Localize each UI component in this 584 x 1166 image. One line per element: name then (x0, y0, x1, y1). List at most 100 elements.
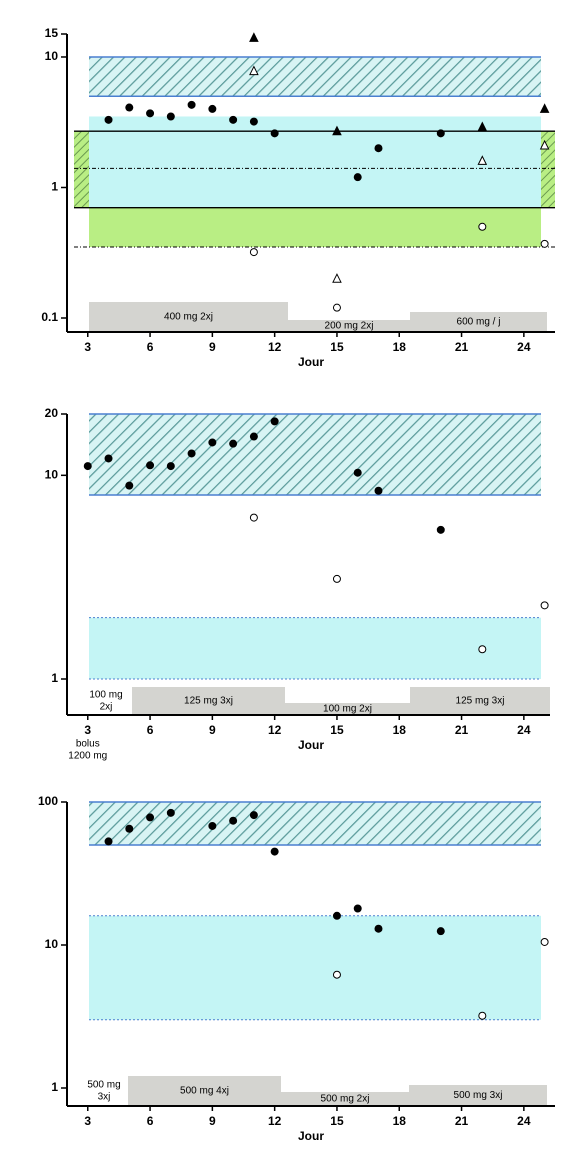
circle-marker (146, 813, 155, 822)
circle-marker (187, 100, 196, 109)
dose-label: 3xj (98, 1092, 111, 1103)
x-tick-label: 24 (517, 723, 531, 737)
band (89, 915, 541, 1020)
x-tick-label: 18 (393, 723, 407, 737)
x-tick-label: 24 (517, 1114, 531, 1128)
dose-bar (409, 1085, 547, 1106)
circle-marker (249, 513, 258, 522)
x-tick-label: 9 (209, 340, 216, 354)
x-tick-label: 24 (517, 340, 531, 354)
y-tick-label: 10 (45, 937, 59, 951)
circle-marker (208, 438, 217, 447)
y-tick-label: 100 (38, 794, 58, 808)
circle-marker (374, 144, 383, 153)
circle-marker (125, 103, 134, 112)
circle-marker (436, 129, 445, 138)
dose-bar (80, 687, 132, 715)
x-tick-label: 6 (147, 723, 154, 737)
x-tick-label: 21 (455, 723, 469, 737)
circle-marker (270, 847, 279, 856)
dose-label: 500 mg 2xj (321, 1094, 370, 1105)
circle-marker (104, 837, 113, 846)
circle-marker (249, 248, 258, 257)
annotation: bolus (76, 739, 100, 750)
circle-marker (353, 904, 362, 913)
dose-label: 600 mg / j (457, 317, 501, 328)
x-tick-label: 18 (393, 340, 407, 354)
circle-marker (229, 816, 238, 825)
y-tick-label: 15 (45, 26, 59, 40)
hatched-band-edge (541, 131, 555, 208)
triangle-marker (539, 139, 550, 150)
hatched-band (89, 802, 541, 846)
circle-marker (540, 239, 549, 248)
dose-bar (288, 320, 410, 332)
circle-marker (540, 937, 549, 946)
circle-marker (249, 432, 258, 441)
triangle-marker (332, 273, 342, 283)
x-tick-label: 18 (393, 1114, 407, 1128)
dose-bar (285, 703, 410, 715)
hatched-band-edge (74, 131, 89, 208)
triangle-marker (249, 32, 259, 42)
circle-marker (332, 303, 341, 312)
dose-label: 500 mg 4xj (180, 1086, 229, 1097)
circle-marker (208, 821, 217, 830)
circle-marker (353, 173, 362, 182)
circle-marker (166, 808, 175, 817)
x-tick-label: 15 (330, 723, 344, 737)
dose-bar (132, 687, 285, 715)
circle-marker (332, 574, 341, 583)
circle-marker (270, 417, 279, 426)
circle-marker (270, 129, 279, 138)
dose-label: 125 mg 3xj (456, 696, 505, 707)
hatched-band (89, 414, 541, 496)
dose-bar (410, 312, 547, 332)
circle-marker (208, 104, 217, 113)
circle-marker (187, 449, 196, 458)
circle-marker (104, 115, 113, 124)
circle-marker (249, 117, 258, 126)
x-tick-label: 21 (455, 1114, 469, 1128)
dose-bar (410, 687, 550, 715)
circle-marker (146, 109, 155, 118)
y-tick-label: 1 (51, 671, 58, 685)
band (89, 617, 541, 679)
x-tick-label: 15 (330, 340, 344, 354)
circle-marker (374, 486, 383, 495)
x-tick-label: 3 (84, 1114, 91, 1128)
triangle-marker (477, 155, 488, 165)
x-tick-label: 9 (209, 723, 216, 737)
x-tick-label: 3 (84, 340, 91, 354)
y-tick-label: 10 (45, 49, 59, 63)
x-tick-label: 12 (268, 1114, 282, 1128)
x-tick-label: 21 (455, 340, 469, 354)
circle-marker (436, 525, 445, 534)
dose-bar (128, 1076, 281, 1106)
x-axis-label: Jour (298, 1129, 324, 1143)
annotation: 1200 mg (68, 751, 107, 762)
dose-label: 100 mg (89, 690, 122, 701)
circle-marker (478, 645, 487, 654)
hatched-band (89, 56, 541, 97)
x-tick-label: 12 (268, 723, 282, 737)
circle-marker (125, 824, 134, 833)
band (89, 116, 541, 208)
circle-marker (83, 462, 92, 471)
x-tick-label: 15 (330, 1114, 344, 1128)
circle-marker (125, 481, 134, 490)
triangle-marker (332, 125, 342, 136)
circle-marker (249, 811, 258, 820)
x-axis-label: Jour (298, 355, 324, 369)
circle-marker (332, 970, 341, 979)
circle-marker (478, 1011, 487, 1020)
circle-marker (166, 462, 175, 471)
dose-bar (281, 1092, 409, 1106)
circle-marker (146, 461, 155, 470)
dose-label: 500 mg (87, 1080, 120, 1091)
dose-label: 500 mg 3xj (454, 1090, 503, 1101)
dose-label: 2xj (100, 702, 113, 713)
triangle-marker (249, 65, 259, 76)
y-tick-label: 0.1 (41, 310, 58, 324)
circle-marker (104, 454, 113, 463)
